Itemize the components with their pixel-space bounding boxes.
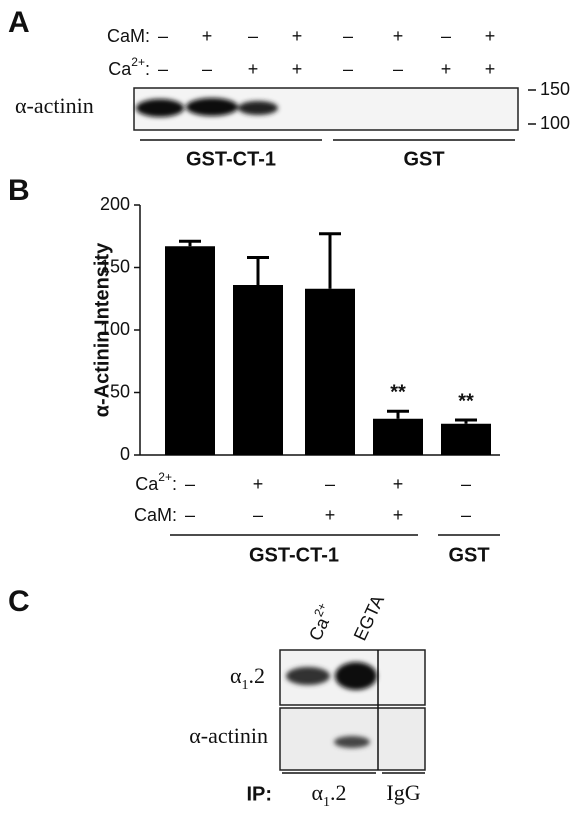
sign: –	[253, 505, 263, 525]
sign: –	[343, 26, 353, 46]
y-tick-label: 50	[110, 381, 130, 401]
panel-label: B	[8, 174, 30, 207]
sign: +	[393, 505, 404, 525]
sign: +	[485, 59, 496, 79]
error-bar	[319, 232, 341, 289]
bar	[305, 288, 355, 455]
panel-label: A	[8, 6, 30, 39]
bar	[373, 418, 423, 455]
sign: –	[393, 59, 403, 79]
bar	[441, 423, 491, 455]
row-label-sub: 1	[242, 678, 249, 693]
lane-label-sup: 2+	[311, 600, 329, 618]
row-label-base: Ca	[135, 474, 159, 494]
lane-label-base: Ca	[305, 613, 333, 643]
group-label: GST-CT-1	[249, 544, 339, 566]
error-bar	[455, 418, 477, 424]
lane-label: EGTA	[350, 592, 388, 644]
sign: +	[393, 26, 404, 46]
band-label: α-actinin	[15, 93, 94, 118]
lane-label: Ca2+	[302, 600, 339, 643]
significance: **	[390, 382, 406, 404]
bands	[136, 98, 278, 117]
row-label-sup: 2+	[131, 55, 145, 69]
group-label: GST-CT-1	[186, 148, 276, 170]
bands	[286, 662, 377, 748]
y-tick-label: 150	[100, 256, 130, 276]
sign: +	[292, 59, 303, 79]
group-label-base: α	[311, 780, 323, 805]
row-label: CaM:	[107, 26, 150, 46]
sign: –	[158, 26, 168, 46]
sign: +	[202, 26, 213, 46]
y-axis-label: α-Actinin Intensity	[91, 242, 113, 417]
row-label-tail: :	[172, 474, 177, 494]
sign: +	[485, 26, 496, 46]
row-label: α1.2	[230, 663, 265, 693]
y-tick-label: 0	[120, 444, 130, 464]
sign: –	[248, 26, 258, 46]
sign: –	[202, 59, 212, 79]
row-label: α-actinin	[189, 723, 268, 748]
group-label: GST	[403, 148, 444, 170]
panel-label: C	[8, 585, 30, 618]
bar	[233, 285, 283, 455]
sign: –	[185, 474, 195, 494]
y-tick-label: 200	[100, 194, 130, 214]
sign: –	[441, 26, 451, 46]
row-label: CaM:	[134, 505, 177, 525]
group-label-tail: .2	[330, 780, 347, 805]
row-label-tail: :	[145, 59, 150, 79]
row-label: Ca2+:	[135, 470, 177, 494]
sign: +	[441, 59, 452, 79]
sign: –	[325, 474, 335, 494]
sign: –	[461, 474, 471, 494]
sign: –	[185, 505, 195, 525]
row-label-base: α	[230, 663, 242, 688]
bar	[165, 246, 215, 455]
row-label-tail: .2	[249, 663, 266, 688]
sign: +	[248, 59, 259, 79]
sign: +	[325, 505, 336, 525]
row-label-base: Ca	[108, 59, 132, 79]
ip-label: IP:	[246, 783, 272, 805]
group-label-sub: 1	[323, 795, 330, 810]
group-label: IgG	[386, 780, 420, 805]
marker-label: 100	[540, 113, 570, 133]
row-label: Ca2+:	[108, 55, 150, 79]
marker-label: 150	[540, 79, 570, 99]
sign: –	[343, 59, 353, 79]
sign: –	[461, 505, 471, 525]
error-bar	[179, 239, 201, 247]
significance: **	[458, 390, 474, 412]
sign: +	[292, 26, 303, 46]
sign: +	[253, 474, 264, 494]
sign: –	[158, 59, 168, 79]
group-label: α1.2	[311, 780, 346, 810]
y-tick-label: 100	[100, 319, 130, 339]
error-bar	[247, 256, 269, 285]
error-bar	[387, 409, 409, 419]
group-label: GST	[448, 544, 489, 566]
row-label-sup: 2+	[158, 470, 172, 484]
sign: +	[393, 474, 404, 494]
